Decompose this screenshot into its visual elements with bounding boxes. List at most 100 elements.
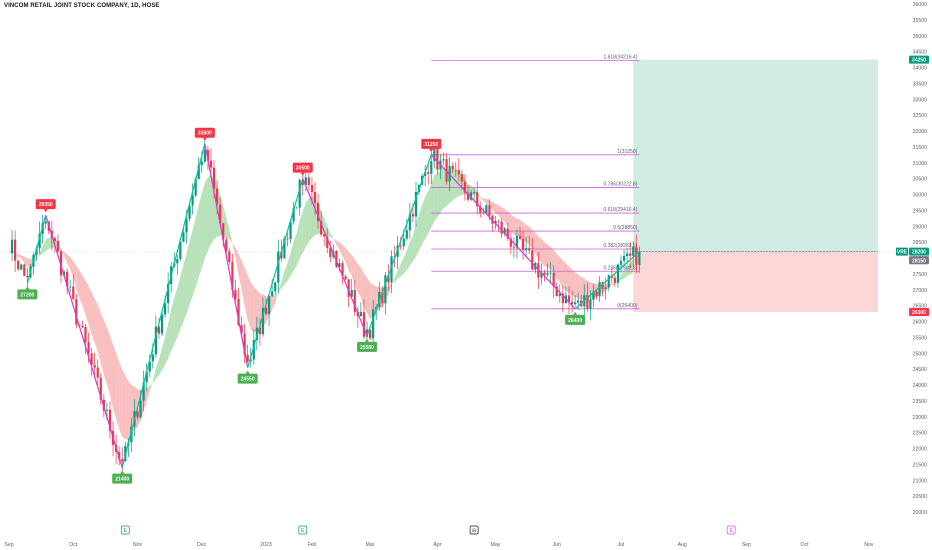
ma-cloud-segment bbox=[195, 204, 199, 287]
zigzag-segment bbox=[302, 178, 368, 337]
pivot-low-label-box bbox=[237, 373, 258, 384]
ma-cloud-segment bbox=[621, 270, 625, 281]
y-tick-label: 30000 bbox=[913, 193, 928, 199]
ma-cloud-segment bbox=[516, 218, 521, 237]
candle-body bbox=[479, 206, 482, 214]
y-tick-label: 33000 bbox=[913, 97, 928, 103]
ma-cloud-segment bbox=[630, 259, 634, 275]
candle-body bbox=[375, 306, 378, 310]
candle-body bbox=[261, 308, 265, 335]
x-tick-label: Oct bbox=[69, 542, 78, 548]
candle-body bbox=[482, 212, 485, 214]
zigzag-segment bbox=[430, 154, 576, 310]
candle-body bbox=[206, 150, 209, 161]
zigzag-segment bbox=[366, 154, 432, 337]
ma-cloud-segment bbox=[210, 174, 215, 244]
ma-cloud-segment bbox=[562, 260, 566, 290]
ma-cloud-segment bbox=[27, 258, 31, 267]
candle-body bbox=[329, 247, 332, 258]
candle-body bbox=[99, 377, 102, 400]
ma-cloud-segment bbox=[64, 251, 68, 264]
candle-body bbox=[283, 238, 286, 259]
candle-body bbox=[402, 238, 405, 247]
x-axis: Sep Oct Nov Dec 2023 Feb Mar Apr May Jun Jul Aug Sep… bbox=[4, 542, 873, 548]
x-tick-label: Aug bbox=[678, 542, 687, 548]
candle-body bbox=[209, 160, 213, 168]
candle-body bbox=[540, 272, 543, 278]
candle-body bbox=[525, 248, 528, 251]
ma-cloud-segment bbox=[308, 196, 312, 242]
ma-cloud-segment bbox=[250, 282, 254, 333]
candle-body bbox=[592, 291, 595, 300]
candle-body bbox=[148, 361, 151, 372]
candle-body bbox=[108, 409, 112, 431]
ma-cloud-segment bbox=[425, 190, 429, 239]
candle-body bbox=[454, 169, 457, 171]
ma-cloud-segment bbox=[391, 278, 395, 286]
candle-body bbox=[243, 333, 246, 355]
pivot-label-text: 30500 bbox=[296, 166, 310, 172]
candle-body bbox=[378, 291, 381, 307]
zigzag bbox=[26, 143, 640, 468]
ma-cloud-segment bbox=[578, 274, 582, 301]
y-tick-label: 23500 bbox=[913, 399, 928, 405]
event-marker bbox=[726, 525, 736, 535]
event-marker bbox=[298, 525, 308, 535]
ma-cloud-segment bbox=[468, 183, 472, 196]
pivot-label-pointer bbox=[120, 470, 125, 474]
x-tick-label: Dec bbox=[197, 542, 207, 548]
candle-body bbox=[497, 220, 500, 222]
ma-cloud-segment bbox=[106, 327, 110, 396]
ma-cloud-segment bbox=[275, 290, 279, 304]
fib-level-label: 0.5(28850) bbox=[613, 225, 638, 231]
candle-body bbox=[626, 253, 629, 257]
candle-body bbox=[521, 238, 525, 251]
ma-cloud-segment bbox=[492, 202, 496, 213]
ma-cloud-segment bbox=[272, 294, 276, 310]
price-badge bbox=[896, 247, 908, 256]
candle-body bbox=[387, 275, 390, 283]
candle-body bbox=[136, 411, 139, 418]
target-zone bbox=[633, 59, 879, 252]
candle-body bbox=[151, 354, 154, 362]
x-tick-label: Sep bbox=[742, 542, 751, 548]
candle-body bbox=[316, 202, 320, 222]
candle-body bbox=[212, 167, 216, 189]
candle-body bbox=[268, 296, 271, 314]
ma-cloud-segment bbox=[88, 286, 92, 335]
ma-cloud-segment bbox=[357, 263, 361, 298]
candle-body bbox=[292, 208, 295, 222]
event-marker-label: E bbox=[301, 528, 305, 534]
candle-body bbox=[436, 148, 439, 170]
candle-body bbox=[231, 261, 234, 290]
x-tick-label: May bbox=[491, 542, 501, 548]
ma-cloud-segment bbox=[559, 256, 563, 288]
candle-body bbox=[414, 191, 418, 217]
ma-cloud-segment bbox=[256, 289, 260, 332]
candle-body bbox=[17, 260, 20, 270]
y-tick-label: 20000 bbox=[913, 510, 928, 516]
x-tick-label: Jul bbox=[618, 542, 625, 548]
candle-body bbox=[463, 181, 467, 193]
event-markers: E E ⊟ E bbox=[120, 525, 736, 535]
candle-body bbox=[234, 289, 237, 299]
price-badge-text: VRE bbox=[897, 250, 908, 256]
ma-cloud-segment bbox=[165, 323, 169, 366]
candle-body bbox=[121, 459, 124, 462]
candle-body bbox=[203, 150, 206, 162]
ma-cloud-segment bbox=[168, 309, 172, 359]
pivot-label-pointer bbox=[429, 148, 434, 152]
ma-cloud-segment bbox=[189, 230, 193, 305]
chart-title: VINCOM RETAIL JOINT STOCK COMPANY, 1D, H… bbox=[4, 3, 160, 9]
ma-cloud-segment bbox=[247, 275, 251, 330]
candle-body bbox=[185, 218, 188, 233]
candle-body bbox=[286, 238, 289, 240]
ma-cloud-segment bbox=[412, 224, 416, 262]
candle-body bbox=[622, 256, 626, 261]
candle-body bbox=[442, 159, 445, 161]
price-badge-text: 26300 bbox=[912, 310, 926, 316]
candle-body bbox=[252, 340, 255, 360]
y-tick-label: 29000 bbox=[913, 224, 928, 230]
fib-level-label: 0.382(28283.6) bbox=[603, 243, 637, 249]
